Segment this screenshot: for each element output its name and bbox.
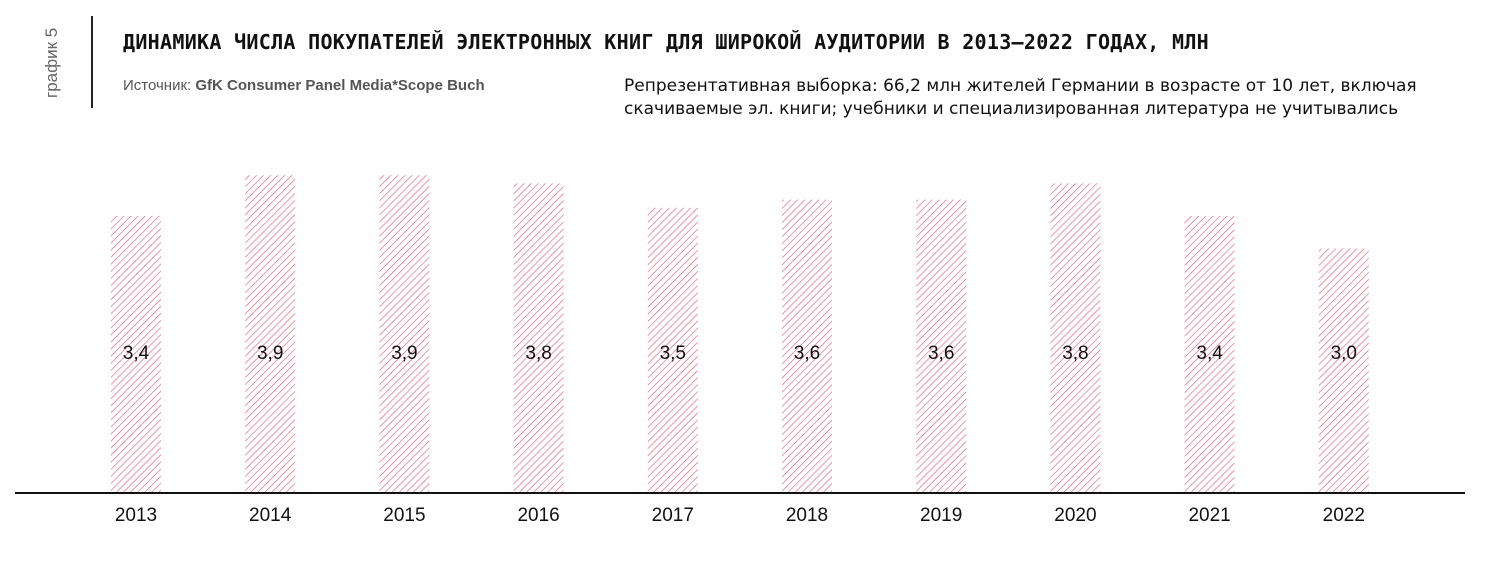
header-divider <box>91 16 93 108</box>
source-name: GfK Consumer Panel Media*Scope Buch <box>195 77 485 94</box>
x-tick-label-2019: 2019 <box>920 505 962 526</box>
source-line: Источник: GfK Consumer Panel Media*Scope… <box>123 77 485 94</box>
x-tick-label-2017: 2017 <box>652 505 694 526</box>
x-tick-label-2016: 2016 <box>517 505 559 526</box>
sample-note: Репрезентативная выборка: 66,2 млн жител… <box>624 75 1424 121</box>
bar-2020 <box>1050 183 1101 494</box>
value-label-2013: 3,4 <box>123 343 150 364</box>
value-label-2017: 3,5 <box>660 343 686 364</box>
x-tick-label-2022: 2022 <box>1323 505 1365 526</box>
value-label-2020: 3,8 <box>1062 343 1088 364</box>
bar-2017 <box>647 207 698 494</box>
bar-2016 <box>513 183 564 494</box>
bar-2019 <box>916 199 967 493</box>
bar-2018 <box>782 199 832 493</box>
value-label-2015: 3,9 <box>391 343 417 364</box>
value-label-2014: 3,9 <box>257 343 283 364</box>
bar-2013 <box>111 215 161 493</box>
bar-2021 <box>1184 215 1235 493</box>
value-label-2021: 3,4 <box>1196 343 1223 364</box>
sample-note-line-2: скачиваемые эл. книги; учебники и специа… <box>624 99 1399 119</box>
bar-2015 <box>379 175 430 493</box>
x-tick-label-2020: 2020 <box>1054 505 1096 526</box>
bar-2014 <box>245 175 296 493</box>
value-labels-group: 3,4 3,9 3,9 3,8 3,5 3,6 3,6 3,8 3,4 3,0 <box>123 343 1357 364</box>
value-label-2018: 3,6 <box>794 343 820 364</box>
value-label-2019: 3,6 <box>928 343 954 364</box>
x-tick-labels-group: 2013 2014 2015 2016 2017 2018 2019 2020 2021 2022 <box>115 505 1365 526</box>
chart-title: ДИНАМИКА ЧИСЛА ПОКУПАТЕЛЕЙ ЭЛЕКТРОННЫХ К… <box>123 30 1210 54</box>
x-tick-label-2015: 2015 <box>383 505 425 526</box>
sample-note-line-1: Репрезентативная выборка: 66,2 млн жител… <box>624 76 1417 96</box>
value-label-2016: 3,8 <box>525 343 551 364</box>
source-prefix: Источник: <box>123 77 196 94</box>
value-label-2022: 3,0 <box>1331 343 1357 364</box>
x-tick-label-2018: 2018 <box>786 505 828 526</box>
x-tick-label-2014: 2014 <box>249 505 292 526</box>
bars-group <box>111 175 1369 494</box>
bar-2022 <box>1318 248 1369 493</box>
x-tick-label-2021: 2021 <box>1188 505 1230 526</box>
x-tick-label-2013: 2013 <box>115 505 157 526</box>
